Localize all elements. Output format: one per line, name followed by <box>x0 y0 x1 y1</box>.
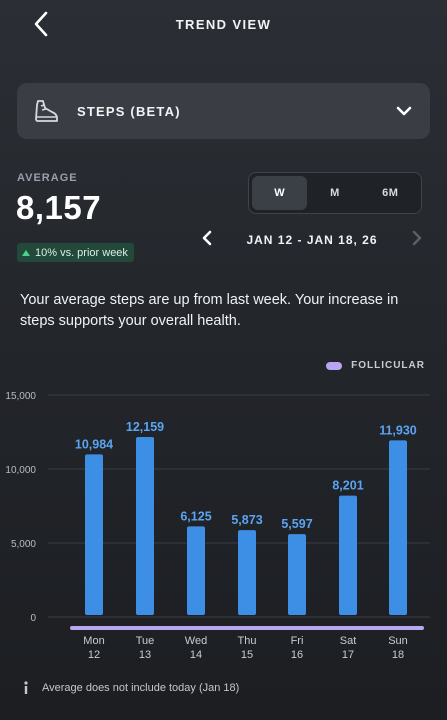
chevron-down-icon <box>394 101 414 121</box>
legend-label: FOLLICULAR <box>351 360 425 371</box>
bar <box>187 526 205 615</box>
x-tick-label: Fri <box>291 635 304 647</box>
legend-swatch <box>326 361 343 370</box>
steps-bar-chart: 0 5,000 10,000 15,000 10,984 12,159 6,125 5,873… <box>5 391 430 661</box>
period-option-month[interactable]: M <box>330 187 340 199</box>
info-icon <box>20 681 32 695</box>
date-range: JAN 12 - JAN 18, 26 <box>246 233 378 247</box>
chevron-left-icon <box>33 11 49 42</box>
x-tick-date: 13 <box>139 649 151 661</box>
x-tick-date: 12 <box>88 649 100 661</box>
phase-strip <box>70 626 424 630</box>
chart-legend: FOLLICULAR <box>326 360 425 371</box>
shoe-icon <box>31 96 61 126</box>
page-title: TREND VIEW <box>175 17 272 32</box>
x-tick-date: 15 <box>241 649 253 661</box>
bar-value-label: 12,159 <box>126 420 164 434</box>
previous-period-button[interactable] <box>196 228 218 252</box>
x-tick-date: 18 <box>392 649 404 661</box>
chevron-right-icon <box>412 230 422 251</box>
insight-text: Your average steps are up from last week… <box>20 292 399 329</box>
bar <box>85 454 103 615</box>
bar <box>389 440 407 615</box>
average-label: AVERAGE <box>17 172 78 184</box>
bar <box>339 495 357 615</box>
bar <box>238 530 256 615</box>
change-text: 10% vs. prior week <box>35 246 128 259</box>
change-badge: 10% vs. prior week <box>17 243 134 262</box>
bar <box>288 534 306 615</box>
x-tick-date: 16 <box>291 649 303 661</box>
period-selector: W M 6M <box>248 172 422 214</box>
average-value: 8,157 <box>16 189 102 226</box>
back-button[interactable] <box>26 10 56 42</box>
y-tick-label: 10,000 <box>5 465 36 476</box>
x-tick-label: Sat <box>340 635 357 647</box>
x-tick-label: Tue <box>136 635 155 647</box>
bar-value-label: 8,201 <box>332 479 363 493</box>
bar-value-label: 11,930 <box>379 423 417 437</box>
bar-value-label: 10,984 <box>75 437 113 451</box>
arrow-up-icon <box>22 249 30 256</box>
x-tick-label: Thu <box>238 635 257 647</box>
x-tick-label: Mon <box>83 635 104 647</box>
bar-value-label: 5,873 <box>231 513 262 527</box>
y-tick-label: 15,000 <box>5 391 36 402</box>
y-tick-label: 0 <box>30 613 36 624</box>
x-tick-label: Sun <box>388 635 408 647</box>
footnote-text: Average does not include today (Jan 18) <box>42 682 240 694</box>
bar <box>136 437 154 615</box>
period-option-6-months[interactable]: 6M <box>382 187 399 199</box>
next-period-button[interactable] <box>406 228 428 252</box>
metric-label: STEPS (BETA) <box>77 103 181 119</box>
x-tick-date: 17 <box>342 649 354 661</box>
metric-selector[interactable]: STEPS (BETA) <box>17 83 430 139</box>
chevron-left-icon <box>202 230 212 251</box>
y-tick-label: 5,000 <box>11 539 36 550</box>
bar-value-label: 5,597 <box>281 517 312 531</box>
x-tick-label: Wed <box>185 635 207 647</box>
bar-value-label: 6,125 <box>180 509 211 523</box>
period-option-week[interactable]: W <box>252 176 308 210</box>
x-tick-date: 14 <box>190 649 202 661</box>
footnote: Average does not include today (Jan 18) <box>20 681 239 695</box>
